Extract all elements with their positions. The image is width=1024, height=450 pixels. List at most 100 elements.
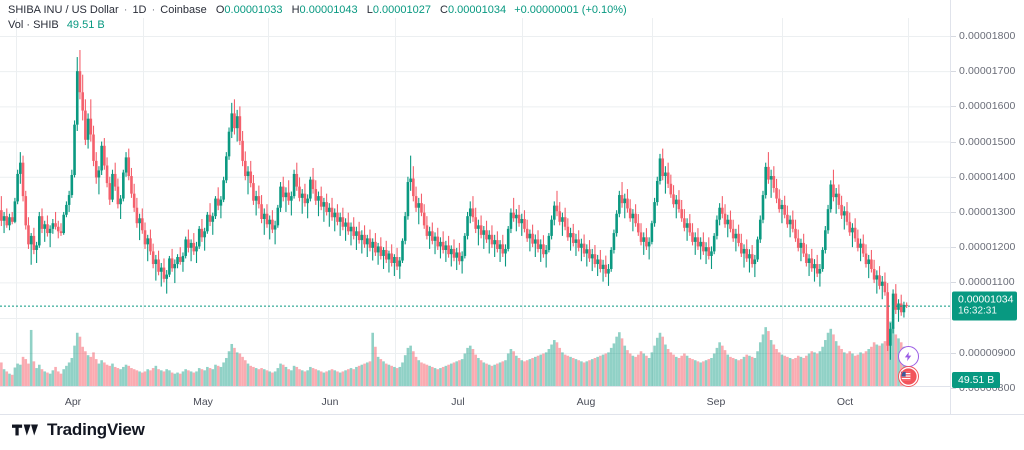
volume-bar <box>794 357 797 386</box>
volume-bar <box>669 352 673 386</box>
exchange-label[interactable]: Coinbase <box>160 4 207 16</box>
candle-body <box>699 241 702 247</box>
candle-body <box>141 218 144 231</box>
candle-body <box>319 196 323 207</box>
candle-body <box>336 212 339 222</box>
volume-bar <box>108 365 112 386</box>
volume-bar <box>867 349 870 386</box>
candle-body <box>24 196 28 226</box>
tradingview-branding[interactable]: TradingView <box>12 420 145 440</box>
candle-body <box>886 292 889 346</box>
volume-bar <box>249 365 253 386</box>
candle-body <box>89 118 93 135</box>
volume-bar <box>748 355 751 386</box>
candle-body <box>883 281 887 293</box>
candle-body <box>655 180 659 203</box>
volume-bar <box>27 363 30 386</box>
volume-bar <box>674 356 678 386</box>
candle-body <box>821 249 824 269</box>
time-scale[interactable]: Apr May Jun Jul Aug Sep Oct <box>0 386 950 416</box>
symbol-name[interactable]: SHIBA INU / US Dollar <box>8 4 119 16</box>
volume-bar <box>666 349 670 386</box>
volume-bar <box>38 364 41 386</box>
candle-body <box>704 247 708 252</box>
candle-body <box>355 231 358 236</box>
volume-bar <box>601 354 605 386</box>
volume-bar <box>222 362 225 386</box>
chart-canvas[interactable] <box>0 18 950 386</box>
candle-body <box>2 216 6 221</box>
lightning-bolt-icon[interactable] <box>898 346 919 367</box>
volume-bar <box>707 359 711 386</box>
volume-bar <box>100 360 103 386</box>
volume-badge[interactable]: 49.51 B <box>952 372 1001 388</box>
volume-bar <box>699 362 702 386</box>
volume-bar <box>655 337 659 386</box>
candle-body <box>875 275 879 280</box>
us-flag-globe-icon[interactable] <box>898 366 919 387</box>
candle-body <box>181 255 185 262</box>
candle-body <box>498 244 502 249</box>
candle-body <box>834 193 838 198</box>
volume-bar <box>89 356 93 386</box>
volume-bar <box>588 360 591 386</box>
candle-body <box>764 166 767 196</box>
volume-bar <box>482 362 486 386</box>
volume-bar <box>653 345 656 386</box>
volume-bar <box>159 370 163 386</box>
volume-bar <box>620 338 624 386</box>
volume-bar <box>149 370 152 386</box>
volume-bar <box>279 363 282 386</box>
us-flag-globe-glyph <box>900 368 917 385</box>
volume-bar <box>187 370 190 386</box>
legend-volume-row[interactable]: Vol · SHIB 49.51 B <box>8 19 627 32</box>
volume-bar <box>550 344 553 386</box>
candle-body <box>661 158 664 177</box>
candle-body <box>582 243 586 254</box>
candle-body <box>48 228 52 234</box>
volume-bar <box>328 370 331 386</box>
volume-bar <box>637 354 640 386</box>
candle-body <box>176 257 179 265</box>
candle-body <box>501 244 505 254</box>
volume-bar <box>417 360 421 386</box>
volume-bar <box>829 328 833 386</box>
volume-bar <box>360 364 364 386</box>
high-value: 0.00001043 <box>299 4 358 16</box>
volume-bar <box>393 366 396 386</box>
candle-body <box>170 258 174 269</box>
legend-symbol-row[interactable]: SHIBA INU / US Dollar · 1D · Coinbase O0… <box>8 4 627 17</box>
current-price-badge[interactable]: 0.00001034 16:32:31 <box>952 291 1018 321</box>
volume-bar <box>726 354 730 386</box>
candle-body <box>718 207 721 220</box>
volume-bar <box>634 356 637 386</box>
open-value: 0.00001033 <box>224 4 283 16</box>
interval-label[interactable]: 1D <box>132 4 147 16</box>
candle-body <box>290 196 293 201</box>
candle-body <box>306 198 309 204</box>
time-tick-label: Oct <box>836 396 854 408</box>
candle-body <box>618 195 621 214</box>
volume-bar <box>715 347 719 386</box>
volume-bar <box>691 359 694 386</box>
chart-plot-area[interactable] <box>0 18 950 386</box>
candle-body <box>328 207 331 212</box>
volume-bar <box>883 341 887 386</box>
candle-body <box>829 184 833 210</box>
volume-bar <box>401 362 404 386</box>
price-scale[interactable]: 0.00001800 0.00001700 0.00001600 0.00001500… <box>950 0 1024 415</box>
candle-body <box>669 183 673 195</box>
candle-body <box>360 234 364 241</box>
volume-bar <box>157 369 160 386</box>
candle-body <box>252 183 255 201</box>
volume-bar <box>216 365 220 386</box>
volume-bar <box>113 366 117 386</box>
time-tick-label: Jun <box>321 396 339 408</box>
candle-body <box>615 213 618 234</box>
volume-bar <box>582 362 586 386</box>
candle-body <box>27 225 30 245</box>
candle-body <box>227 131 231 157</box>
volume-indicator-name[interactable]: Vol · SHIB <box>8 19 59 31</box>
volume-bar <box>501 361 505 386</box>
volume-bar <box>466 347 469 386</box>
